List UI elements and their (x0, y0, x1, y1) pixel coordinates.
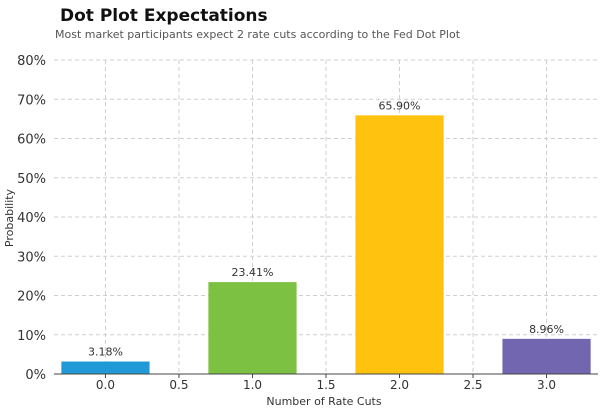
x-tick-label: 2.0 (390, 378, 409, 392)
bar-data-label: 23.41% (232, 266, 274, 279)
y-tick-label: 60% (17, 133, 46, 148)
chart-subtitle: Most market participants expect 2 rate c… (55, 28, 461, 41)
y-tick-label: 0% (25, 368, 46, 383)
y-tick-label: 40% (17, 211, 46, 226)
y-tick-label: 50% (17, 172, 46, 187)
x-tick-label: 0.0 (96, 378, 115, 392)
y-tick-label: 30% (17, 250, 46, 265)
x-tick-label: 3.0 (537, 378, 556, 392)
bar (355, 115, 444, 374)
bars (61, 115, 591, 374)
y-tick-label: 20% (17, 290, 46, 305)
bar-data-label: 3.18% (88, 346, 123, 359)
x-tick-label: 2.5 (463, 378, 482, 392)
chart-title: Dot Plot Expectations (60, 6, 268, 26)
y-axis-label: Probability (3, 188, 16, 247)
y-tick-label: 70% (17, 93, 46, 108)
bar-data-label: 8.96% (529, 323, 564, 336)
bar (208, 282, 297, 374)
data-labels: 3.18% 23.41% 65.90% 8.96% (88, 99, 564, 358)
axes: 0% 10% 20% 30% 40% 50% 60% 70% 80% 0.0 0.5 1.0 1.5 2.… (17, 54, 598, 392)
x-axis-label: Number of Rate Cuts (266, 395, 381, 408)
x-tick-label: 1.5 (316, 378, 335, 392)
bar-data-label: 65.90% (379, 99, 421, 112)
x-tick-label: 1.0 (243, 378, 262, 392)
grid (54, 59, 598, 374)
bar (502, 338, 591, 374)
y-tick-label: 80% (17, 54, 46, 69)
x-tick-label: 0.5 (169, 378, 188, 392)
bar (61, 361, 150, 374)
y-tick-label: 10% (17, 329, 46, 344)
